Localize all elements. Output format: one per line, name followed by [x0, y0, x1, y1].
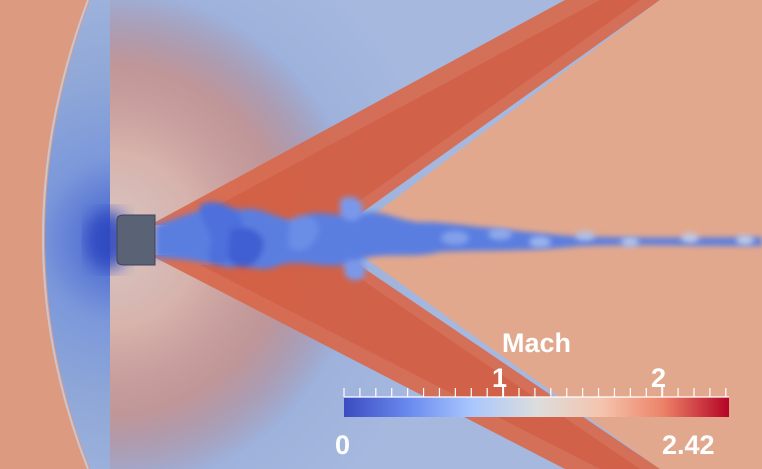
colorbar-ticks: [343, 384, 729, 398]
blunt-body-icon: [116, 214, 156, 266]
colorbar-title: Mach: [502, 328, 572, 358]
bow-shock-icon: [42, 0, 89, 469]
expansion-region: [110, 0, 680, 469]
colorbar-max-label: 2.42: [662, 430, 715, 460]
colorbar-min-label: 0: [335, 430, 351, 460]
colorbar: [343, 384, 729, 417]
colorbar-tick-label-1: 1: [492, 363, 508, 393]
colorbar-gradient: [344, 397, 729, 417]
colorbar-tick-label-2: 2: [651, 363, 667, 393]
